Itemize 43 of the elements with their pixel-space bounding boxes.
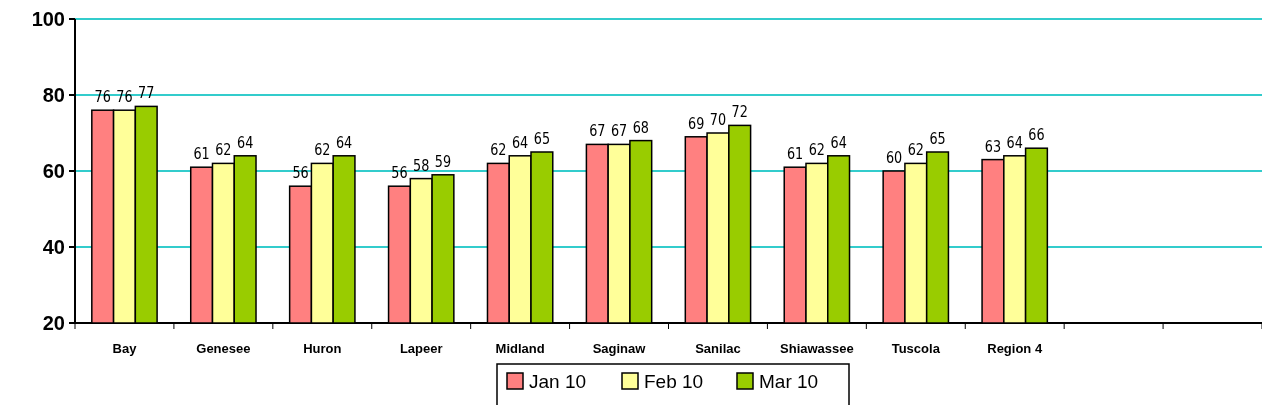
legend-label: Feb 10 (644, 370, 704, 392)
data-label: 67 (589, 122, 606, 140)
data-label: 67 (610, 122, 628, 140)
legend-label: Mar 10 (759, 370, 819, 392)
data-label: 69 (688, 114, 705, 133)
data-label: 66 (1028, 125, 1045, 144)
data-label: 62 (215, 141, 232, 159)
data-label: 70 (709, 110, 727, 129)
data-label: 62 (490, 141, 507, 159)
data-label: 72 (731, 103, 748, 121)
data-label: 60 (885, 148, 903, 167)
data-label: 65 (533, 129, 551, 148)
y-tick-label: 80 (42, 84, 65, 106)
x-tick-label: Sanilac (695, 341, 741, 356)
data-label: 58 (413, 156, 430, 174)
x-tick-label: Region 4 (987, 341, 1043, 356)
x-tick-label: Bay (112, 341, 138, 356)
legend-label: Jan 10 (529, 370, 587, 392)
data-label: 62 (907, 141, 924, 159)
data-label: 68 (632, 118, 649, 136)
data-label: 62 (808, 141, 826, 159)
x-tick-label: Saginaw (592, 341, 647, 356)
data-label: 62 (314, 141, 331, 159)
y-tick-label: 40 (42, 236, 65, 258)
data-label: 59 (434, 152, 452, 171)
x-tick-label: Lapeer (399, 341, 443, 356)
data-label: 63 (984, 137, 1002, 155)
data-label: 64 (511, 133, 529, 152)
y-tick-label: 60 (42, 160, 65, 182)
x-tick-label: Shiawassee (780, 341, 854, 356)
y-tick-label: 100 (31, 8, 65, 30)
data-label: 64 (830, 133, 847, 152)
data-label: 61 (193, 144, 210, 163)
x-tick-label: Tuscola (891, 341, 941, 356)
x-tick-label: Huron (303, 341, 342, 356)
x-tick-label: Genesee (196, 341, 251, 356)
data-label: 61 (786, 144, 804, 163)
data-label: 64 (1006, 133, 1023, 152)
y-tick-label: 20 (42, 312, 65, 334)
x-tick-label: Midland (495, 341, 545, 356)
data-label: 64 (237, 133, 254, 152)
data-label: 64 (335, 133, 353, 152)
data-label: 65 (929, 129, 946, 148)
